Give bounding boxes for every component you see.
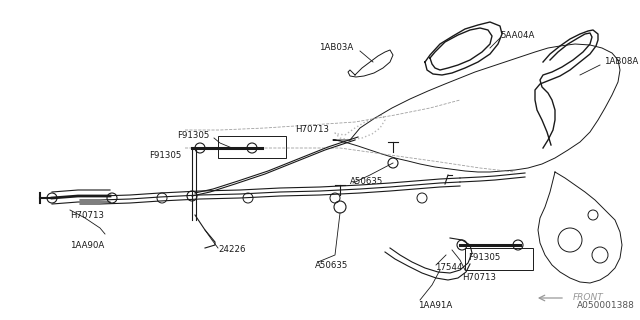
- Text: F91305: F91305: [150, 150, 182, 159]
- Text: 5AA04A: 5AA04A: [500, 30, 534, 39]
- Text: 17544: 17544: [435, 263, 463, 273]
- Text: 1AA90A: 1AA90A: [70, 241, 104, 250]
- Bar: [218, 136, 286, 158]
- Text: F91305: F91305: [178, 131, 210, 140]
- Text: 24226: 24226: [218, 245, 246, 254]
- Bar: [465, 248, 533, 270]
- Text: A50635: A50635: [315, 260, 348, 269]
- Text: 1AB03A: 1AB03A: [319, 43, 353, 52]
- Text: H70713: H70713: [462, 274, 496, 283]
- Text: A050001388: A050001388: [577, 301, 635, 310]
- Text: H70713: H70713: [295, 125, 329, 134]
- Text: 1AA91A: 1AA91A: [418, 300, 452, 309]
- Text: F91305: F91305: [468, 253, 500, 262]
- Text: FRONT: FRONT: [573, 293, 604, 302]
- Text: 1AB08A: 1AB08A: [604, 58, 638, 67]
- Text: H70713: H70713: [70, 211, 104, 220]
- Text: A50635: A50635: [350, 178, 383, 187]
